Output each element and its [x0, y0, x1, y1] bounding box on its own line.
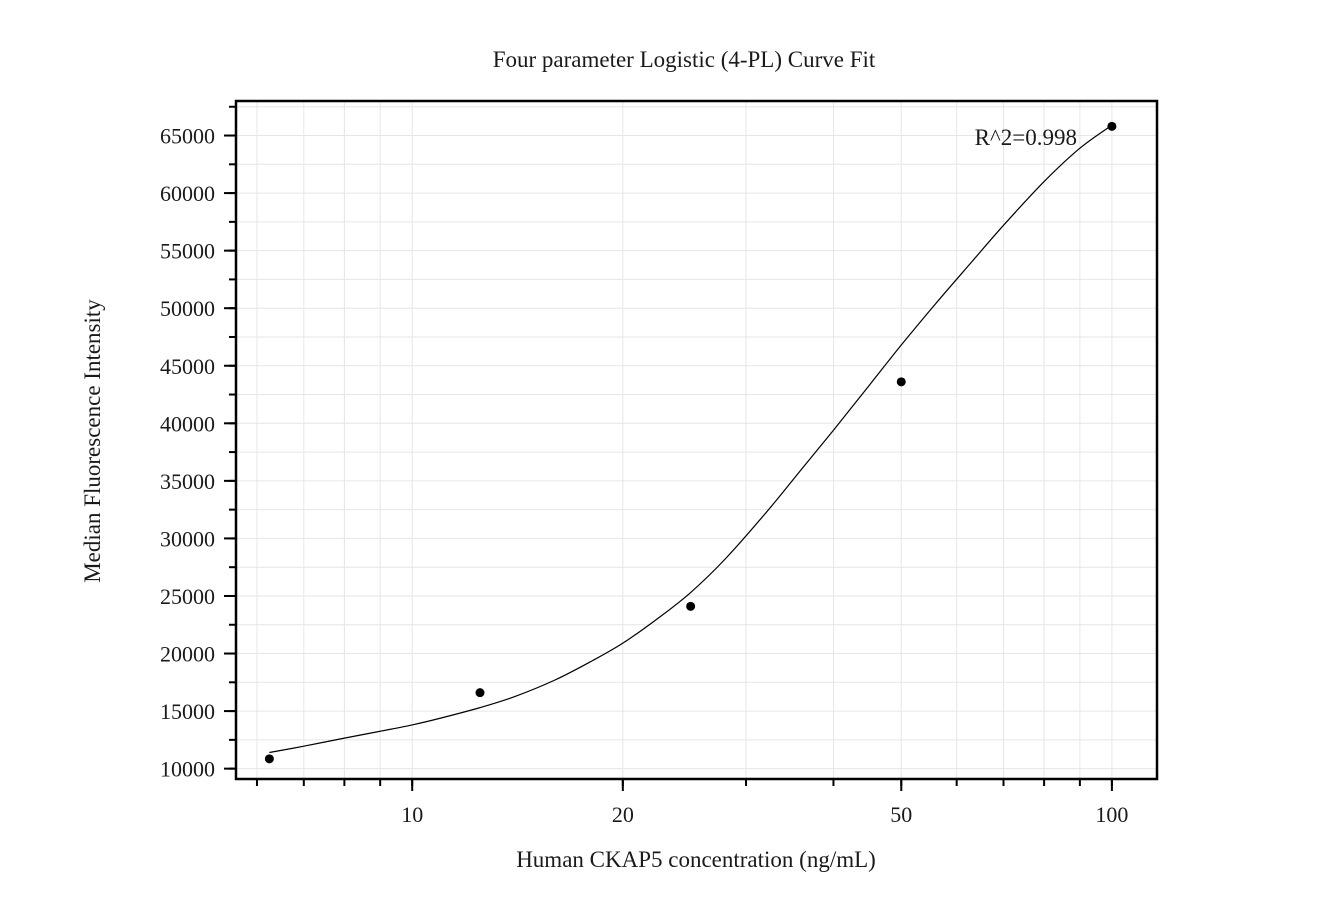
- y-axis-label: Median Fluorescence Intensity: [80, 299, 105, 583]
- data-point: [475, 688, 485, 698]
- x-axis-label: Human CKAP5 concentration (ng/mL): [516, 847, 876, 872]
- y-tick-label: 65000: [160, 124, 215, 149]
- y-tick-label: 15000: [160, 699, 215, 724]
- y-tick-label: 35000: [160, 469, 215, 494]
- x-tick-label: 20: [612, 802, 634, 827]
- x-tick-label: 100: [1095, 802, 1128, 827]
- y-tick-label: 40000: [160, 411, 215, 436]
- plot-frame: [234, 99, 1159, 781]
- y-tick-label: 30000: [160, 526, 215, 551]
- y-tick-label: 10000: [160, 757, 215, 782]
- y-tick-label: 60000: [160, 181, 215, 206]
- y-axis: 10000 15000 20000 25000 30000 35000 40000 45000…: [160, 105, 236, 782]
- fit-curve-layer: [269, 124, 1113, 754]
- fit-curve: [269, 124, 1113, 754]
- y-tick-label: 50000: [160, 296, 215, 321]
- data-point: [1107, 121, 1117, 131]
- data-point: [686, 601, 696, 611]
- chart-title: Four parameter Logistic (4-PL) Curve Fit: [493, 47, 876, 72]
- data-points: [264, 121, 1117, 764]
- y-tick-label: 55000: [160, 239, 215, 264]
- x-axis: 10 20 50 100: [255, 779, 1128, 827]
- r-squared-annotation: R^2=0.998: [975, 125, 1077, 150]
- x-tick-label: 10: [401, 802, 423, 827]
- y-tick-label: 25000: [160, 584, 215, 609]
- y-tick-label: 20000: [160, 642, 215, 667]
- y-tick-label: 45000: [160, 354, 215, 379]
- x-tick-label: 50: [890, 802, 912, 827]
- data-point: [264, 754, 274, 764]
- data-point: [896, 377, 906, 387]
- grid-lines: [236, 101, 1157, 779]
